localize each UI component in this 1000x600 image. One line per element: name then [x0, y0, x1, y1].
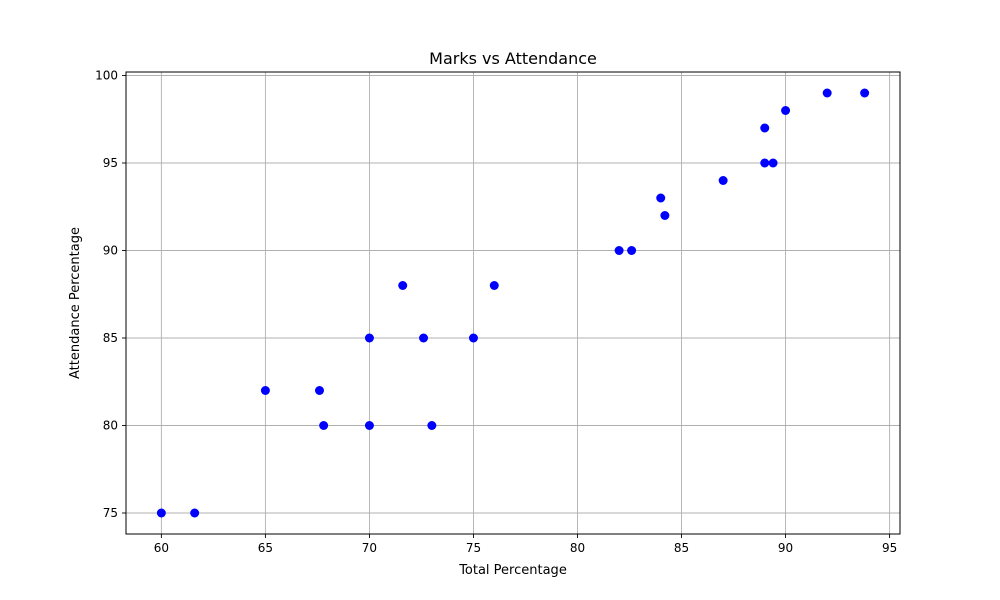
y-tick-label: 90 [103, 244, 118, 258]
x-axis-title: Total Percentage [458, 563, 567, 578]
data-point [260, 386, 270, 395]
data-point [718, 176, 728, 185]
y-axis-title: Attendance Percentage [68, 227, 83, 379]
x-tick-label: 85 [674, 541, 689, 555]
x-tick-label: 75 [466, 541, 481, 555]
data-point [364, 421, 374, 430]
x-tick-label: 60 [154, 541, 169, 555]
data-point [860, 88, 870, 98]
y-tick-label: 100 [95, 69, 118, 83]
x-tick-label: 80 [570, 541, 585, 555]
plot-frame [125, 71, 901, 535]
data-point [768, 158, 778, 168]
data-point [398, 281, 408, 290]
data-point [468, 333, 478, 343]
x-tick-label: 90 [778, 541, 793, 555]
y-tick-label: 85 [103, 331, 118, 345]
data-point [760, 158, 770, 168]
axis-ticks: 60 65 70 75 80 85 90 95 75 80 85 90 95 100 [95, 69, 897, 556]
data-point [190, 508, 200, 518]
data-point [319, 421, 329, 430]
data-point [489, 281, 499, 290]
data-point [156, 508, 166, 518]
chart-title: Marks vs Attendance [429, 49, 597, 68]
y-tick-label: 80 [103, 419, 118, 433]
x-tick-label: 95 [882, 541, 897, 555]
data-point [614, 246, 624, 255]
data-point [660, 211, 670, 220]
data-point [760, 123, 770, 133]
data-point [822, 88, 832, 98]
data-point [627, 246, 637, 255]
y-tick-label: 95 [103, 156, 118, 170]
data-point [427, 421, 437, 430]
data-point [315, 386, 324, 395]
data-point [364, 333, 374, 343]
y-tick-label: 75 [103, 506, 118, 520]
grid [126, 72, 900, 534]
x-tick-label: 65 [258, 541, 273, 555]
data-point [656, 193, 666, 203]
data-point [419, 333, 429, 343]
x-tick-label: 70 [362, 541, 377, 555]
data-point [781, 106, 791, 115]
data-points [156, 88, 870, 518]
